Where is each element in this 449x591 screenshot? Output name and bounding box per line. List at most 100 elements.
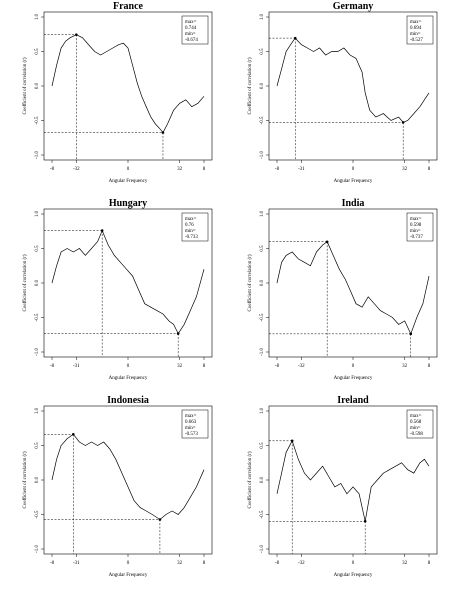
y-tick-label: 1.0 bbox=[35, 13, 40, 20]
x-axis-label: Angular Frequency bbox=[109, 573, 148, 578]
x-tick-label: -32 bbox=[298, 561, 305, 566]
x-tick-label: 8 bbox=[203, 167, 206, 172]
y-axis-label: Coefficient of correlation (r) bbox=[248, 451, 253, 508]
y-tick-label: 0.0 bbox=[35, 279, 40, 286]
x-tick-label: -8 bbox=[50, 561, 55, 566]
x-tick-label: 8 bbox=[428, 364, 431, 369]
x-tick-label: 8 bbox=[203, 561, 206, 566]
chart-svg: Ireland -1.0 -0.5 0.0 0.5 1.0 -8 -32 0 32 8 Angular… bbox=[248, 395, 438, 578]
y-tick-label: 1.0 bbox=[35, 210, 40, 217]
y-tick-label: 1.0 bbox=[260, 407, 265, 414]
x-tick-label: 8 bbox=[428, 167, 431, 172]
legend-text: -0.733 bbox=[185, 235, 198, 240]
x-tick-label: 32 bbox=[402, 561, 408, 566]
chart-svg: India -1.0 -0.5 0.0 0.5 1.0 -8 -32 0 32 8 Angular F… bbox=[248, 198, 438, 381]
y-tick-label: 0.0 bbox=[35, 476, 40, 483]
series-line bbox=[51, 229, 205, 335]
chart-title: France bbox=[113, 1, 144, 12]
x-axis-label: Angular Frequency bbox=[109, 376, 148, 381]
x-tick-label: 0 bbox=[352, 167, 355, 172]
y-tick-label: 1.0 bbox=[260, 210, 265, 217]
y-tick-label: -1.0 bbox=[35, 545, 40, 553]
legend-box bbox=[181, 212, 209, 242]
min-point bbox=[161, 131, 165, 134]
x-axis-label: Angular Frequency bbox=[334, 573, 373, 578]
max-point bbox=[290, 439, 294, 443]
y-tick-label: -0.5 bbox=[260, 116, 265, 124]
x-tick-label: 0 bbox=[127, 561, 130, 566]
y-tick-label: -0.5 bbox=[35, 313, 40, 321]
legend-text: 0.598 bbox=[410, 223, 422, 228]
legend-text: 0.568 bbox=[410, 420, 422, 425]
x-axis-label: Angular Frequency bbox=[334, 179, 373, 184]
x-tick-label: -8 bbox=[50, 167, 55, 172]
y-tick-label: 0.0 bbox=[260, 279, 265, 286]
legend-text: max= bbox=[185, 217, 197, 222]
legend-box bbox=[406, 15, 434, 45]
max-point bbox=[71, 432, 75, 436]
series-line bbox=[51, 34, 205, 134]
legend-text: 0.76 bbox=[185, 223, 194, 228]
legend-text: 0.663 bbox=[185, 420, 197, 425]
y-tick-label: 0.5 bbox=[260, 442, 265, 449]
legend-text: max= bbox=[410, 20, 422, 25]
chart-svg: France -1.0 -0.5 0.0 0.5 1.0 -8 -32 0 32 8 Angular … bbox=[23, 1, 213, 184]
x-tick-label: 32 bbox=[177, 364, 183, 369]
legend-text: -0.674 bbox=[185, 38, 198, 43]
x-tick-label: 32 bbox=[177, 167, 183, 172]
chart-title: India bbox=[342, 198, 365, 209]
legend-text: min= bbox=[410, 229, 421, 234]
y-tick-label: 0.5 bbox=[35, 245, 40, 252]
chart-panel-hungary: Hungary -1.0 -0.5 0.0 0.5 1.0 -8 -31 0 32 8 Angular… bbox=[0, 197, 224, 394]
chart-title: Hungary bbox=[109, 198, 147, 209]
y-tick-label: -1.0 bbox=[35, 348, 40, 356]
series-line bbox=[276, 241, 430, 335]
legend-text: max= bbox=[185, 414, 197, 419]
legend-box bbox=[181, 409, 209, 439]
chart-panel-indonesia: Indonesia -1.0 -0.5 0.0 0.5 1.0 -8 -31 0 32 8 Angul… bbox=[0, 394, 224, 591]
max-point bbox=[75, 33, 78, 36]
y-tick-label: -0.5 bbox=[35, 116, 40, 124]
x-tick-label: 32 bbox=[402, 167, 408, 172]
y-tick-label: 0.0 bbox=[260, 476, 265, 483]
chart-title: Indonesia bbox=[107, 395, 149, 406]
chart-svg: Hungary -1.0 -0.5 0.0 0.5 1.0 -8 -31 0 32 8 Angular… bbox=[23, 198, 213, 381]
y-tick-label: -0.5 bbox=[260, 510, 265, 518]
min-point bbox=[363, 519, 367, 523]
legend-text: -0.527 bbox=[410, 38, 423, 43]
series-line bbox=[276, 37, 430, 123]
y-tick-label: 0.0 bbox=[35, 82, 40, 89]
chart-svg: Indonesia -1.0 -0.5 0.0 0.5 1.0 -8 -31 0 32 8 Angul… bbox=[23, 395, 213, 578]
min-point bbox=[401, 121, 405, 124]
x-axis-label: Angular Frequency bbox=[109, 179, 148, 184]
legend-text: max= bbox=[185, 20, 197, 25]
chart-panel-germany: Germany -1.0 -0.5 0.0 0.5 1.0 -8 -31 0 32 8 Angular… bbox=[225, 0, 449, 197]
min-point bbox=[409, 332, 413, 336]
legend-text: min= bbox=[410, 426, 421, 431]
y-tick-label: -1.0 bbox=[260, 348, 265, 356]
chart-title: Ireland bbox=[337, 395, 369, 406]
x-tick-label: -8 bbox=[275, 561, 280, 566]
x-tick-label: 0 bbox=[127, 167, 130, 172]
x-tick-label: -32 bbox=[298, 364, 305, 369]
y-tick-label: -1.0 bbox=[35, 151, 40, 159]
legend-text: min= bbox=[185, 426, 196, 431]
x-tick-label: -8 bbox=[275, 364, 280, 369]
y-tick-label: 0.5 bbox=[260, 48, 265, 55]
legend-text: min= bbox=[185, 32, 196, 37]
x-tick-label: 8 bbox=[428, 561, 431, 566]
y-tick-label: 0.0 bbox=[260, 82, 265, 89]
y-tick-label: 0.5 bbox=[260, 245, 265, 252]
legend-text: -0.737 bbox=[410, 235, 423, 240]
chart-svg: Germany -1.0 -0.5 0.0 0.5 1.0 -8 -31 0 32 8 Angular… bbox=[248, 1, 438, 184]
x-axis-label: Angular Frequency bbox=[334, 376, 373, 381]
legend-text: -0.573 bbox=[185, 432, 198, 437]
legend-text: max= bbox=[410, 217, 422, 222]
legend-text: 0.744 bbox=[185, 26, 197, 31]
min-point bbox=[158, 518, 162, 521]
y-axis-label: Coefficient of correlation (r) bbox=[248, 254, 253, 311]
y-tick-label: 0.5 bbox=[35, 48, 40, 55]
max-point bbox=[325, 240, 329, 244]
y-tick-label: 1.0 bbox=[260, 13, 265, 20]
max-point bbox=[100, 229, 104, 232]
